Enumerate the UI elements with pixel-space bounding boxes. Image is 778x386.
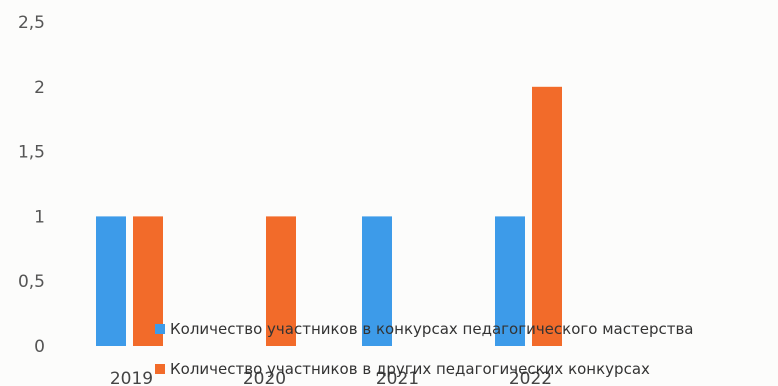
x-axis-ticks: 2019 2020 2021 2022	[110, 369, 552, 386]
y-tick-label: 0	[34, 337, 45, 357]
bars-group	[96, 86, 562, 347]
y-axis-ticks: 0 0,5 1 1,5 2 2,5	[18, 13, 45, 357]
y-tick-label: 0,5	[18, 272, 45, 292]
bar-2019-series-1	[96, 216, 126, 346]
x-tick-label-2021: 2021	[376, 369, 419, 386]
y-tick-label: 2,5	[18, 13, 45, 33]
x-tick-label-2020: 2020	[243, 369, 286, 386]
legend-swatch-series-2	[155, 364, 165, 374]
y-tick-label: 1,5	[18, 143, 45, 163]
legend-label-series-2: Количество участников в других педагогич…	[170, 360, 650, 378]
legend-label-series-1: Количество участников в конкурсах педаго…	[170, 320, 693, 338]
x-tick-label-2022: 2022	[509, 369, 552, 386]
bar-2022-series-2	[532, 86, 562, 347]
legend: Количество участников в конкурсах педаго…	[155, 320, 693, 378]
bar-2021-series-1	[362, 216, 392, 346]
y-tick-label: 1	[34, 207, 45, 227]
y-tick-label: 2	[34, 78, 45, 98]
bar-2022-series-1	[495, 216, 525, 346]
legend-swatch-series-1	[155, 324, 165, 334]
bar-2020-series-2	[266, 216, 296, 346]
x-tick-label-2019: 2019	[110, 369, 153, 386]
